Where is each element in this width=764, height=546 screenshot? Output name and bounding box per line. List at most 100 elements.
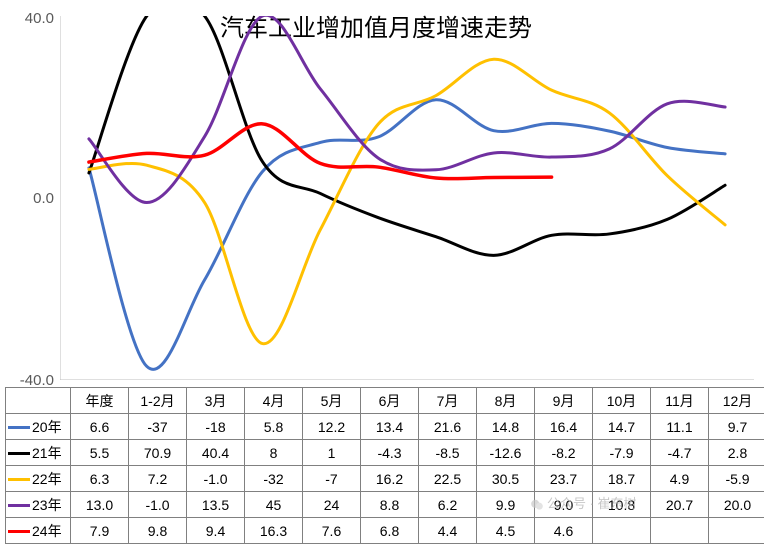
table-cell: 8: [245, 440, 303, 466]
table-header-cell: 年度: [71, 388, 129, 414]
table-cell: 5.8: [245, 414, 303, 440]
table-cell: 12.2: [303, 414, 361, 440]
series-line-20年: [89, 100, 725, 370]
table-cell: 18.7: [593, 466, 651, 492]
table-row: 23年13.0-1.013.545248.86.29.99.010.820.72…: [6, 492, 764, 518]
table-cell: -8.2: [535, 440, 593, 466]
table-header-row: 年度1-2月3月4月5月6月7月8月9月10月11月12月: [6, 388, 764, 414]
table-header-cell: 10月: [593, 388, 651, 414]
table-cell: 23.7: [535, 466, 593, 492]
table-cell: 16.3: [245, 518, 303, 544]
table-cell: 21.6: [419, 414, 477, 440]
table-cell: 45: [245, 492, 303, 518]
table-cell: 9.8: [129, 518, 187, 544]
table-cell: 7.2: [129, 466, 187, 492]
table-cell: -8.5: [419, 440, 477, 466]
table-header-cell: 4月: [245, 388, 303, 414]
table-cell: 8.8: [361, 492, 419, 518]
table-cell: 2.8: [709, 440, 764, 466]
table-cell: 1: [303, 440, 361, 466]
legend-cell: 21年: [6, 440, 71, 466]
table-cell: 13.4: [361, 414, 419, 440]
legend-label: 20年: [32, 419, 62, 435]
legend-swatch: [8, 478, 30, 481]
table-cell: 14.7: [593, 414, 651, 440]
table-header-cell: 5月: [303, 388, 361, 414]
table-cell: 6.3: [71, 466, 129, 492]
table-cell: 30.5: [477, 466, 535, 492]
table-row: 22年 6.37.2-1.0-32-716.222.530.523.718.74.…: [6, 466, 764, 492]
legend-swatch: [8, 452, 30, 455]
table-cell: -37: [129, 414, 187, 440]
table-cell: 6.8: [361, 518, 419, 544]
table-cell: [651, 518, 709, 544]
table-cell: -4.7: [651, 440, 709, 466]
table-corner-cell: [6, 388, 71, 414]
table-header-cell: 8月: [477, 388, 535, 414]
table-cell: 4.4: [419, 518, 477, 544]
table-cell: 10.8: [593, 492, 651, 518]
legend-swatch: [8, 530, 30, 533]
table-cell: 7.9: [71, 518, 129, 544]
table-cell: -7: [303, 466, 361, 492]
table-cell: 9.0: [535, 492, 593, 518]
table-cell: 7.6: [303, 518, 361, 544]
table-cell: -5.9: [709, 466, 764, 492]
series-line-24年: [89, 124, 552, 179]
table-cell: -1.0: [129, 492, 187, 518]
table-cell: 9.7: [709, 414, 764, 440]
legend-swatch: [8, 504, 30, 507]
table-header-cell: 9月: [535, 388, 593, 414]
table-cell: -32: [245, 466, 303, 492]
line-plot: [60, 16, 754, 380]
table-header-cell: 7月: [419, 388, 477, 414]
table-header-cell: 11月: [651, 388, 709, 414]
series-line-22年: [89, 59, 725, 344]
table-cell: 14.8: [477, 414, 535, 440]
table-cell: [593, 518, 651, 544]
data-table: 年度1-2月3月4月5月6月7月8月9月10月11月12月 20年6.6-37-…: [5, 387, 764, 544]
table-cell: 11.1: [651, 414, 709, 440]
legend-cell: 23年: [6, 492, 71, 518]
table-cell: 20.0: [709, 492, 764, 518]
table-cell: 6.2: [419, 492, 477, 518]
table-cell: 70.9: [129, 440, 187, 466]
legend-label: 22年: [32, 471, 62, 487]
table-cell: 4.9: [651, 466, 709, 492]
table-cell: -1.0: [187, 466, 245, 492]
table-header-cell: 3月: [187, 388, 245, 414]
table-cell: 9.4: [187, 518, 245, 544]
legend-label: 24年: [32, 523, 62, 539]
table-row: 24年 7.99.89.416.37.66.84.44.54.6: [6, 518, 764, 544]
legend-cell: 22年: [6, 466, 71, 492]
legend-label: 23年: [32, 497, 62, 513]
chart-container: { "chart": { "type": "line", "title": "汽…: [0, 0, 764, 546]
table-header-cell: 12月: [709, 388, 764, 414]
table-header-cell: 1-2月: [129, 388, 187, 414]
table-cell: 22.5: [419, 466, 477, 492]
table-cell: 6.6: [71, 414, 129, 440]
table-cell: 4.5: [477, 518, 535, 544]
y-tick-label: 40.0: [4, 10, 54, 27]
table-cell: 13.0: [71, 492, 129, 518]
table-row: 20年 6.6-37-185.812.213.421.614.816.414.71…: [6, 414, 764, 440]
legend-cell: 24年: [6, 518, 71, 544]
table-header-cell: 6月: [361, 388, 419, 414]
table-cell: -12.6: [477, 440, 535, 466]
legend-cell: 20年: [6, 414, 71, 440]
table-row: 21年5.570.940.481-4.3-8.5-12.6-8.2-7.9-4.…: [6, 440, 764, 466]
series-line-23年: [89, 16, 725, 203]
table-cell: [709, 518, 764, 544]
table-cell: 5.5: [71, 440, 129, 466]
table-cell: 20.7: [651, 492, 709, 518]
y-tick-label: 0.0: [4, 190, 54, 207]
table-cell: -4.3: [361, 440, 419, 466]
table-cell: 40.4: [187, 440, 245, 466]
table-cell: 16.2: [361, 466, 419, 492]
table-cell: 16.4: [535, 414, 593, 440]
table-cell: 24: [303, 492, 361, 518]
legend-swatch: [8, 426, 30, 429]
table-cell: -18: [187, 414, 245, 440]
table-cell: 4.6: [535, 518, 593, 544]
table-cell: 9.9: [477, 492, 535, 518]
